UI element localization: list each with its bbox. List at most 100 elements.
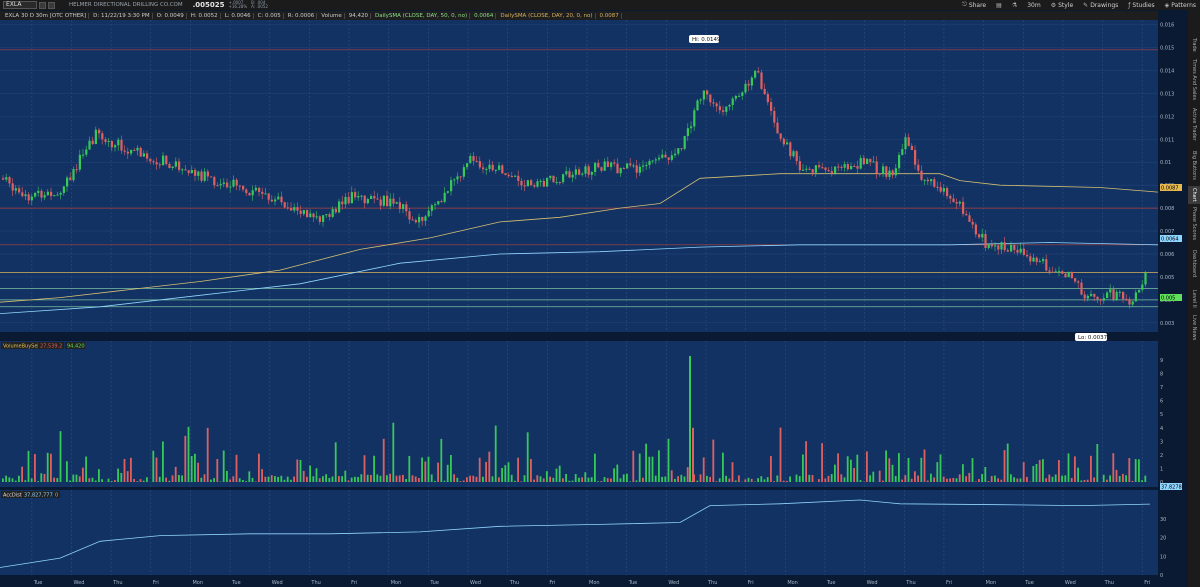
volume-label[interactable]: Volume xyxy=(319,12,345,19)
drawings-button[interactable]: ✎ Drawings xyxy=(1083,2,1118,9)
x-axis-label: Thu xyxy=(112,580,122,586)
volume-tick-label: 8 xyxy=(1160,372,1163,378)
share-button[interactable]: ⎋ Share xyxy=(962,1,986,9)
volume-value: 94,420 xyxy=(347,12,372,19)
last-price: .005025 xyxy=(192,1,225,9)
price-chart[interactable]: 0.0160.0150.0140.0130.0120.0110.010.0090… xyxy=(0,20,1188,587)
x-axis-label: Fri xyxy=(351,580,357,586)
sidebar-tab-trade[interactable]: Trade xyxy=(1191,38,1197,52)
volume-tick-label: 7 xyxy=(1160,385,1163,391)
timeframe-button[interactable]: 30m xyxy=(1027,2,1040,9)
accdist-pane[interactable] xyxy=(0,490,1158,575)
price-tick-label: 0.005 xyxy=(1160,275,1174,281)
flask-button[interactable]: ⚗ xyxy=(1012,2,1017,9)
top-bar: EXLA HELMER DIRECTIONAL DRILLING CO.COM … xyxy=(0,0,1200,10)
price-pane[interactable] xyxy=(0,20,1158,332)
sidebar-tab-big-buttons[interactable]: Big Buttons xyxy=(1191,150,1197,180)
symbol-input[interactable]: EXLA xyxy=(3,1,37,9)
share-label: Share xyxy=(968,1,987,9)
chart-title: EXLA 30 D 30m [OTC OTHER] xyxy=(3,12,90,19)
sidebar-tab-live-news[interactable]: Live News xyxy=(1191,315,1197,341)
gear-icon: ⚙ xyxy=(1050,1,1057,9)
high-label: Hi: 0.0149 xyxy=(692,37,721,43)
x-axis-label: Wed xyxy=(1065,580,1076,586)
right-sidebar: Trade Times And Sales Active Trader Big But… xyxy=(1188,10,1200,587)
company-name: HELMER DIRECTIONAL DRILLING CO.COM xyxy=(69,2,183,8)
x-axis-label: Thu xyxy=(905,580,915,586)
style-button[interactable]: ⚙ Style xyxy=(1051,2,1073,9)
price-tick-label: 0.011 xyxy=(1160,137,1174,143)
sidebar-tab-active-trader[interactable]: Active Trader xyxy=(1191,107,1197,141)
price-tick-label: 0.015 xyxy=(1160,46,1174,52)
accdist-pane-header: AccDist 37,827,777 0 xyxy=(1,491,60,499)
patterns-button[interactable]: ◈ Patterns xyxy=(1165,2,1196,9)
x-axis-label: Fri xyxy=(153,580,159,586)
sma20-label[interactable]: DailySMA (CLOSE, DAY, 20, 0, no) xyxy=(498,12,596,19)
x-axis-label: Fri xyxy=(946,580,952,586)
price-change: +.0007 +16.28% xyxy=(229,1,248,9)
studies-button[interactable]: ƒ Studies xyxy=(1128,2,1154,9)
price-tick-label: 0.007 xyxy=(1160,229,1174,235)
link-button[interactable] xyxy=(48,1,55,9)
x-axis-label: Thu xyxy=(1104,580,1114,586)
chart-header: EXLA 30 D 30m [OTC OTHER] D: 11/22/19 3:… xyxy=(0,11,1158,20)
volume-tick-label: 3 xyxy=(1160,439,1163,445)
volume-tick-label: 6 xyxy=(1160,399,1163,405)
bar-range: R: 0.0006 xyxy=(286,12,318,19)
price-tick-label: 0.016 xyxy=(1160,23,1174,29)
sma50-value: 0.0064 xyxy=(472,12,497,19)
x-axis-label: Wed xyxy=(668,580,679,586)
low-marker: Lo: 0.0037 xyxy=(1075,333,1108,341)
x-axis-label: Fri xyxy=(549,580,555,586)
bid-value: B: .004 xyxy=(251,0,266,5)
patterns-icon: ◈ xyxy=(1164,1,1170,9)
bar-date: D: 11/22/19 3:30 PM xyxy=(91,12,153,19)
sma20-tag-text: 0.0087 xyxy=(1161,186,1179,192)
x-axis-label: Wed xyxy=(470,580,481,586)
x-axis-label: Fri xyxy=(1144,580,1150,586)
volume-buy-value: 94,420 xyxy=(67,344,85,350)
drawings-label: Drawings xyxy=(1090,1,1119,9)
timeframe-label: 30m xyxy=(1027,1,1041,9)
volume-tick-label: 1 xyxy=(1160,466,1163,472)
studies-label: Studies xyxy=(1132,1,1155,9)
share-icon: ⎋ xyxy=(962,1,967,8)
sidebar-tab-dashboard[interactable]: Dashboard xyxy=(1191,250,1197,278)
last-tag-text: 0.005 xyxy=(1161,296,1175,302)
accdist-line xyxy=(0,499,1151,568)
accdist-study-label[interactable]: AccDist xyxy=(3,493,22,499)
bar-close: C: 0.005 xyxy=(256,12,284,19)
price-tick-label: 0.003 xyxy=(1160,321,1174,327)
x-axis-label: Tue xyxy=(33,580,43,586)
print-button[interactable]: ▤ xyxy=(996,2,1002,9)
x-axis-label: Thu xyxy=(707,580,717,586)
price-tick-label: 0.013 xyxy=(1160,91,1174,97)
toolbar: ⎋ Share ▤ ⚗ 30m ⚙ Style ✎ Drawings ƒ Studies… xyxy=(962,0,1196,10)
symbol-dropdown-button[interactable] xyxy=(39,1,46,9)
accdist-zero: 0 xyxy=(55,493,58,499)
high-marker: Hi: 0.0149 xyxy=(689,35,721,43)
accdist-tick-label: 20 xyxy=(1160,536,1166,542)
volume-study-label[interactable]: VolumeBuySell xyxy=(3,344,40,350)
x-axis-label: Mon xyxy=(787,580,798,586)
volume-sell-value: 27,539.2 xyxy=(40,344,62,350)
volume-tick-label: 2 xyxy=(1160,453,1163,459)
volume-tick-label: 5 xyxy=(1160,412,1163,418)
volume-pane[interactable] xyxy=(0,341,1158,487)
x-axis-label: Mon xyxy=(589,580,600,586)
sidebar-tab-phase-scores[interactable]: Phase Scores xyxy=(1191,207,1197,241)
sma20-price-tag: 0.0087 xyxy=(1160,184,1182,192)
style-label: Style xyxy=(1058,1,1074,9)
sidebar-tab-chart[interactable]: Chart xyxy=(1188,186,1200,204)
x-axis-label: Tue xyxy=(429,580,439,586)
print-icon: ▤ xyxy=(996,1,1002,9)
change-percent: +16.28% xyxy=(228,4,248,9)
last-price-tag: 0.005 xyxy=(1160,294,1182,302)
x-axis-label: Thu xyxy=(310,580,320,586)
sma50-label[interactable]: DailySMA (CLOSE, DAY, 50, 0, no) xyxy=(373,12,471,19)
x-axis-label: Mon xyxy=(391,580,402,586)
sma20-value: 0.0087 xyxy=(598,12,622,19)
sidebar-tab-level-ii[interactable]: Level II xyxy=(1191,290,1197,308)
sidebar-tab-times-and-sales[interactable]: Times And Sales xyxy=(1191,59,1197,101)
flask-icon: ⚗ xyxy=(1011,1,1018,9)
